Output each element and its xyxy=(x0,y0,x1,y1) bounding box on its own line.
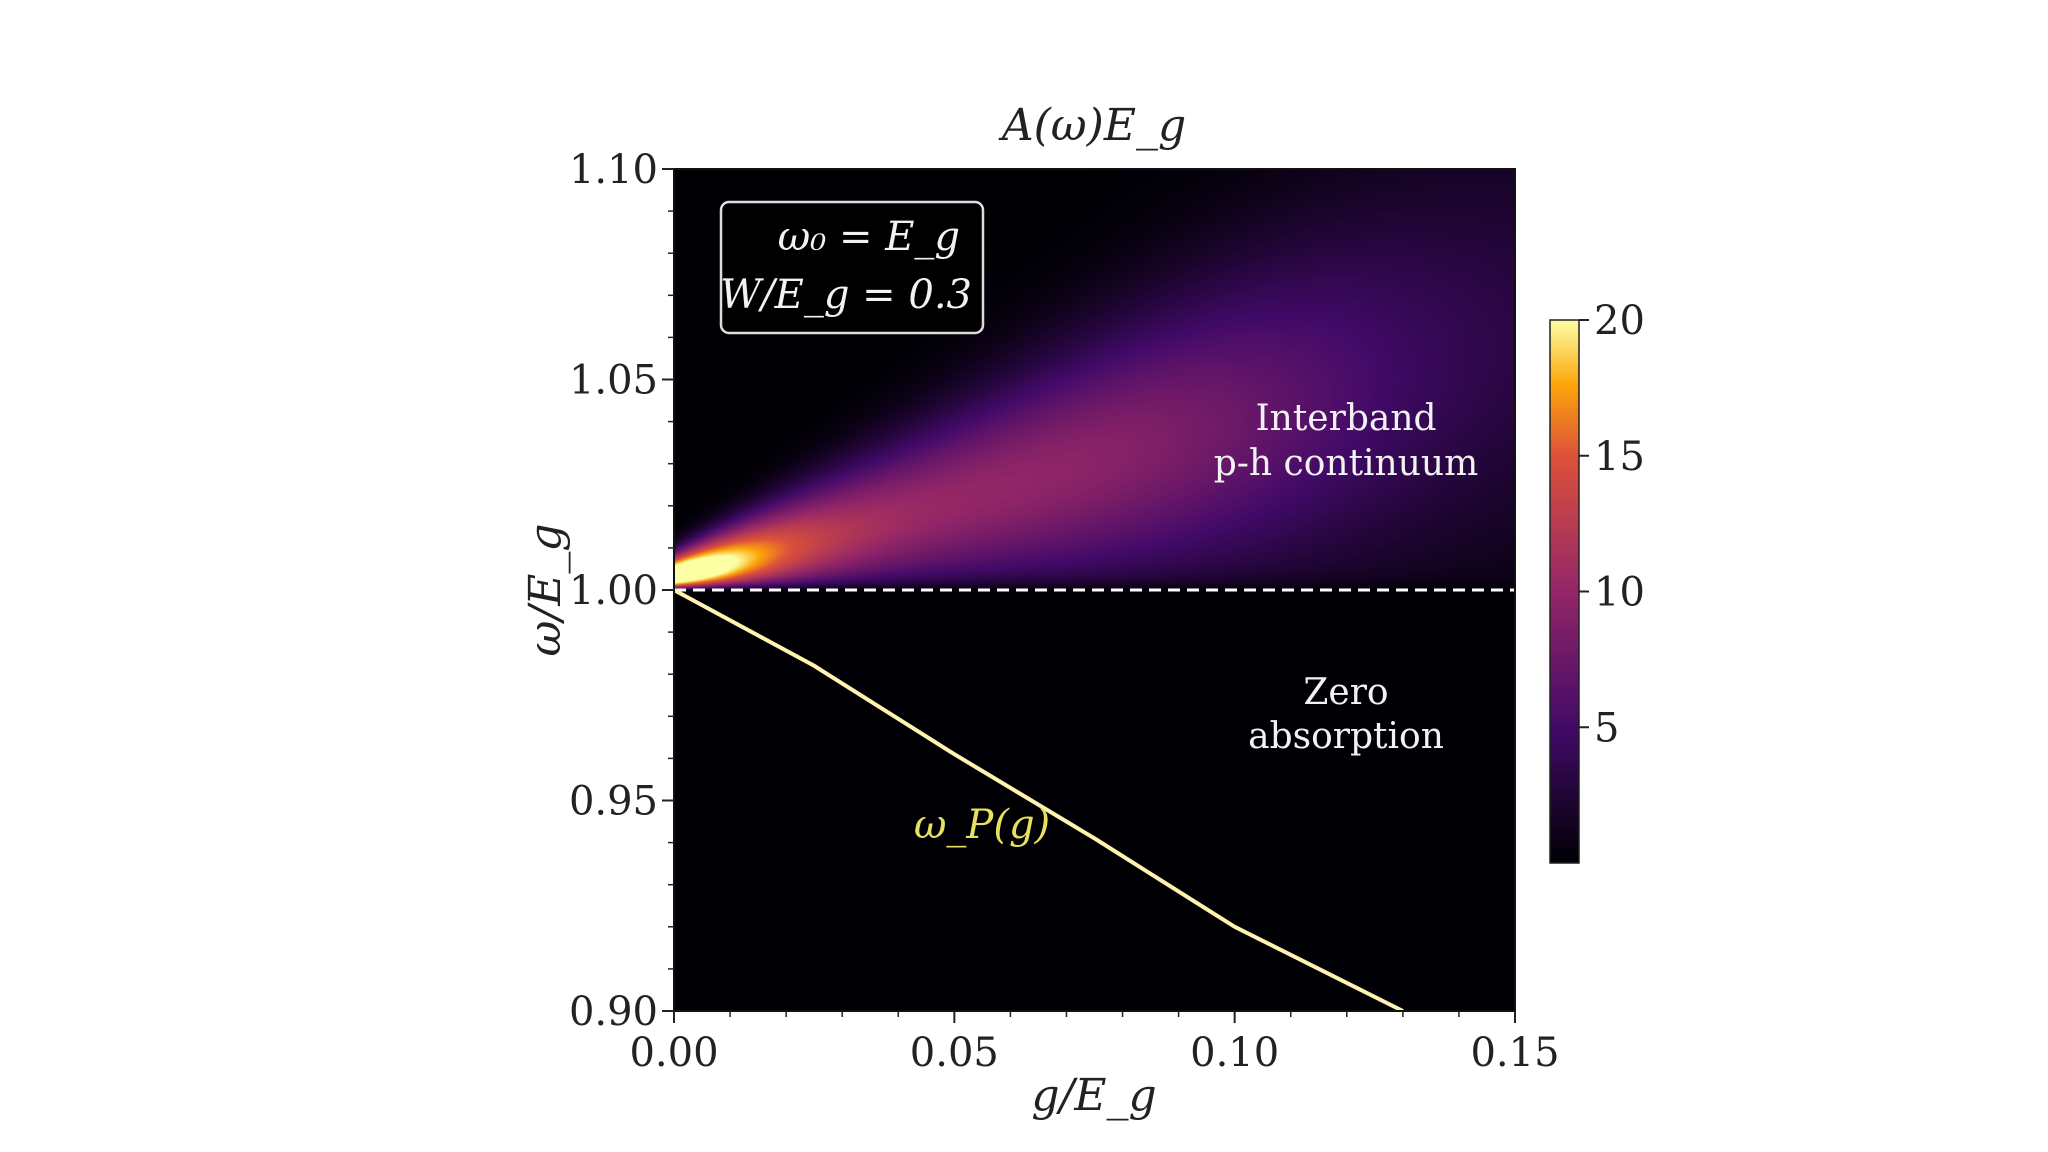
polariton-curve xyxy=(673,588,1404,1013)
y-tick-label: 0.95 xyxy=(569,779,658,825)
param-W: W/E_g = 0.3 xyxy=(720,272,972,318)
x-tick-label: 0.05 xyxy=(910,1030,999,1076)
y-tick-label: 1.05 xyxy=(569,358,658,404)
x-tick-label: 0.15 xyxy=(1470,1030,1559,1076)
x-tick-label: 0.10 xyxy=(1190,1030,1279,1076)
colorbar-tick-label: 5 xyxy=(1594,705,1619,751)
colorbar-tick-label: 15 xyxy=(1594,434,1645,480)
chart-title: A(ω)E_g xyxy=(998,100,1186,151)
colorbar-tick-label: 10 xyxy=(1594,570,1645,616)
y-tick-label: 1.00 xyxy=(569,568,658,614)
colorbar xyxy=(1549,319,1580,864)
polariton-label: ω_P(g) xyxy=(914,802,1050,848)
annotation-zero-2: absorption xyxy=(1248,716,1444,757)
parameter-box xyxy=(719,200,985,335)
x-tick-label: 0.00 xyxy=(629,1030,718,1076)
y-tick-label: 1.10 xyxy=(569,147,658,193)
x-axis-label: g/E_g xyxy=(1031,1070,1156,1121)
y-tick-label: 0.90 xyxy=(569,989,658,1035)
param-omega0: ω₀ = E_g xyxy=(778,214,960,260)
colorbar-tick-label: 20 xyxy=(1594,298,1645,344)
annotation-zero-1: Zero xyxy=(1303,672,1388,713)
annotation-continuum-2: p-h continuum xyxy=(1214,443,1479,484)
annotation-continuum-1: Interband xyxy=(1255,398,1436,439)
y-axis-label: ω/E_g xyxy=(520,524,571,657)
